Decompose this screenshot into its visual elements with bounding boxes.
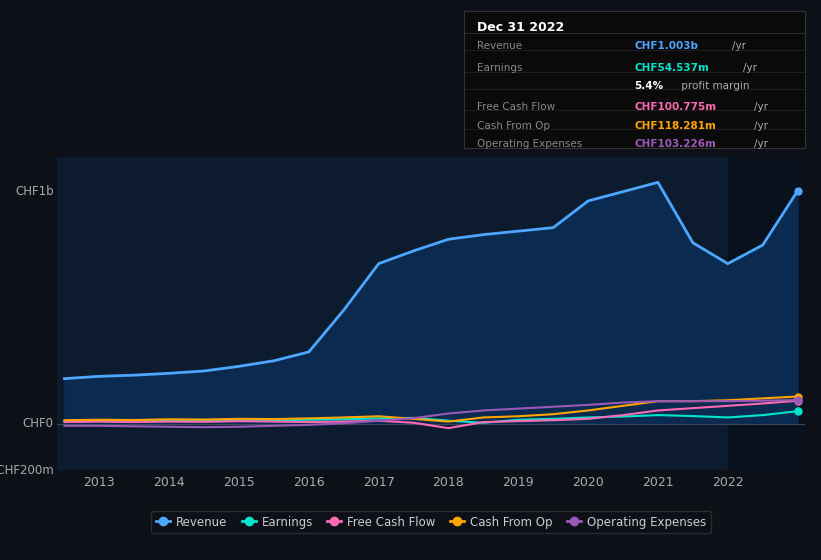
- Text: /yr: /yr: [754, 102, 768, 112]
- Text: Earnings: Earnings: [478, 63, 523, 73]
- Bar: [727, 157, 805, 470]
- Text: Free Cash Flow: Free Cash Flow: [478, 102, 556, 112]
- Text: Dec 31 2022: Dec 31 2022: [478, 21, 565, 34]
- Text: -CHF200m: -CHF200m: [0, 464, 53, 477]
- Text: Cash From Op: Cash From Op: [478, 121, 551, 131]
- Text: CHF0: CHF0: [23, 417, 53, 431]
- Text: CHF1.003b: CHF1.003b: [635, 41, 698, 52]
- Text: Operating Expenses: Operating Expenses: [478, 139, 583, 149]
- Text: /yr: /yr: [754, 139, 768, 149]
- Text: Revenue: Revenue: [478, 41, 523, 52]
- Text: profit margin: profit margin: [678, 81, 750, 91]
- Text: CHF118.281m: CHF118.281m: [635, 121, 716, 131]
- Text: CHF103.226m: CHF103.226m: [635, 139, 716, 149]
- Text: /yr: /yr: [743, 63, 757, 73]
- Text: CHF1b: CHF1b: [15, 185, 53, 198]
- Text: CHF100.775m: CHF100.775m: [635, 102, 717, 112]
- Text: /yr: /yr: [732, 41, 746, 52]
- Text: /yr: /yr: [754, 121, 768, 131]
- Text: CHF54.537m: CHF54.537m: [635, 63, 709, 73]
- Text: 5.4%: 5.4%: [635, 81, 663, 91]
- Legend: Revenue, Earnings, Free Cash Flow, Cash From Op, Operating Expenses: Revenue, Earnings, Free Cash Flow, Cash …: [151, 511, 711, 534]
